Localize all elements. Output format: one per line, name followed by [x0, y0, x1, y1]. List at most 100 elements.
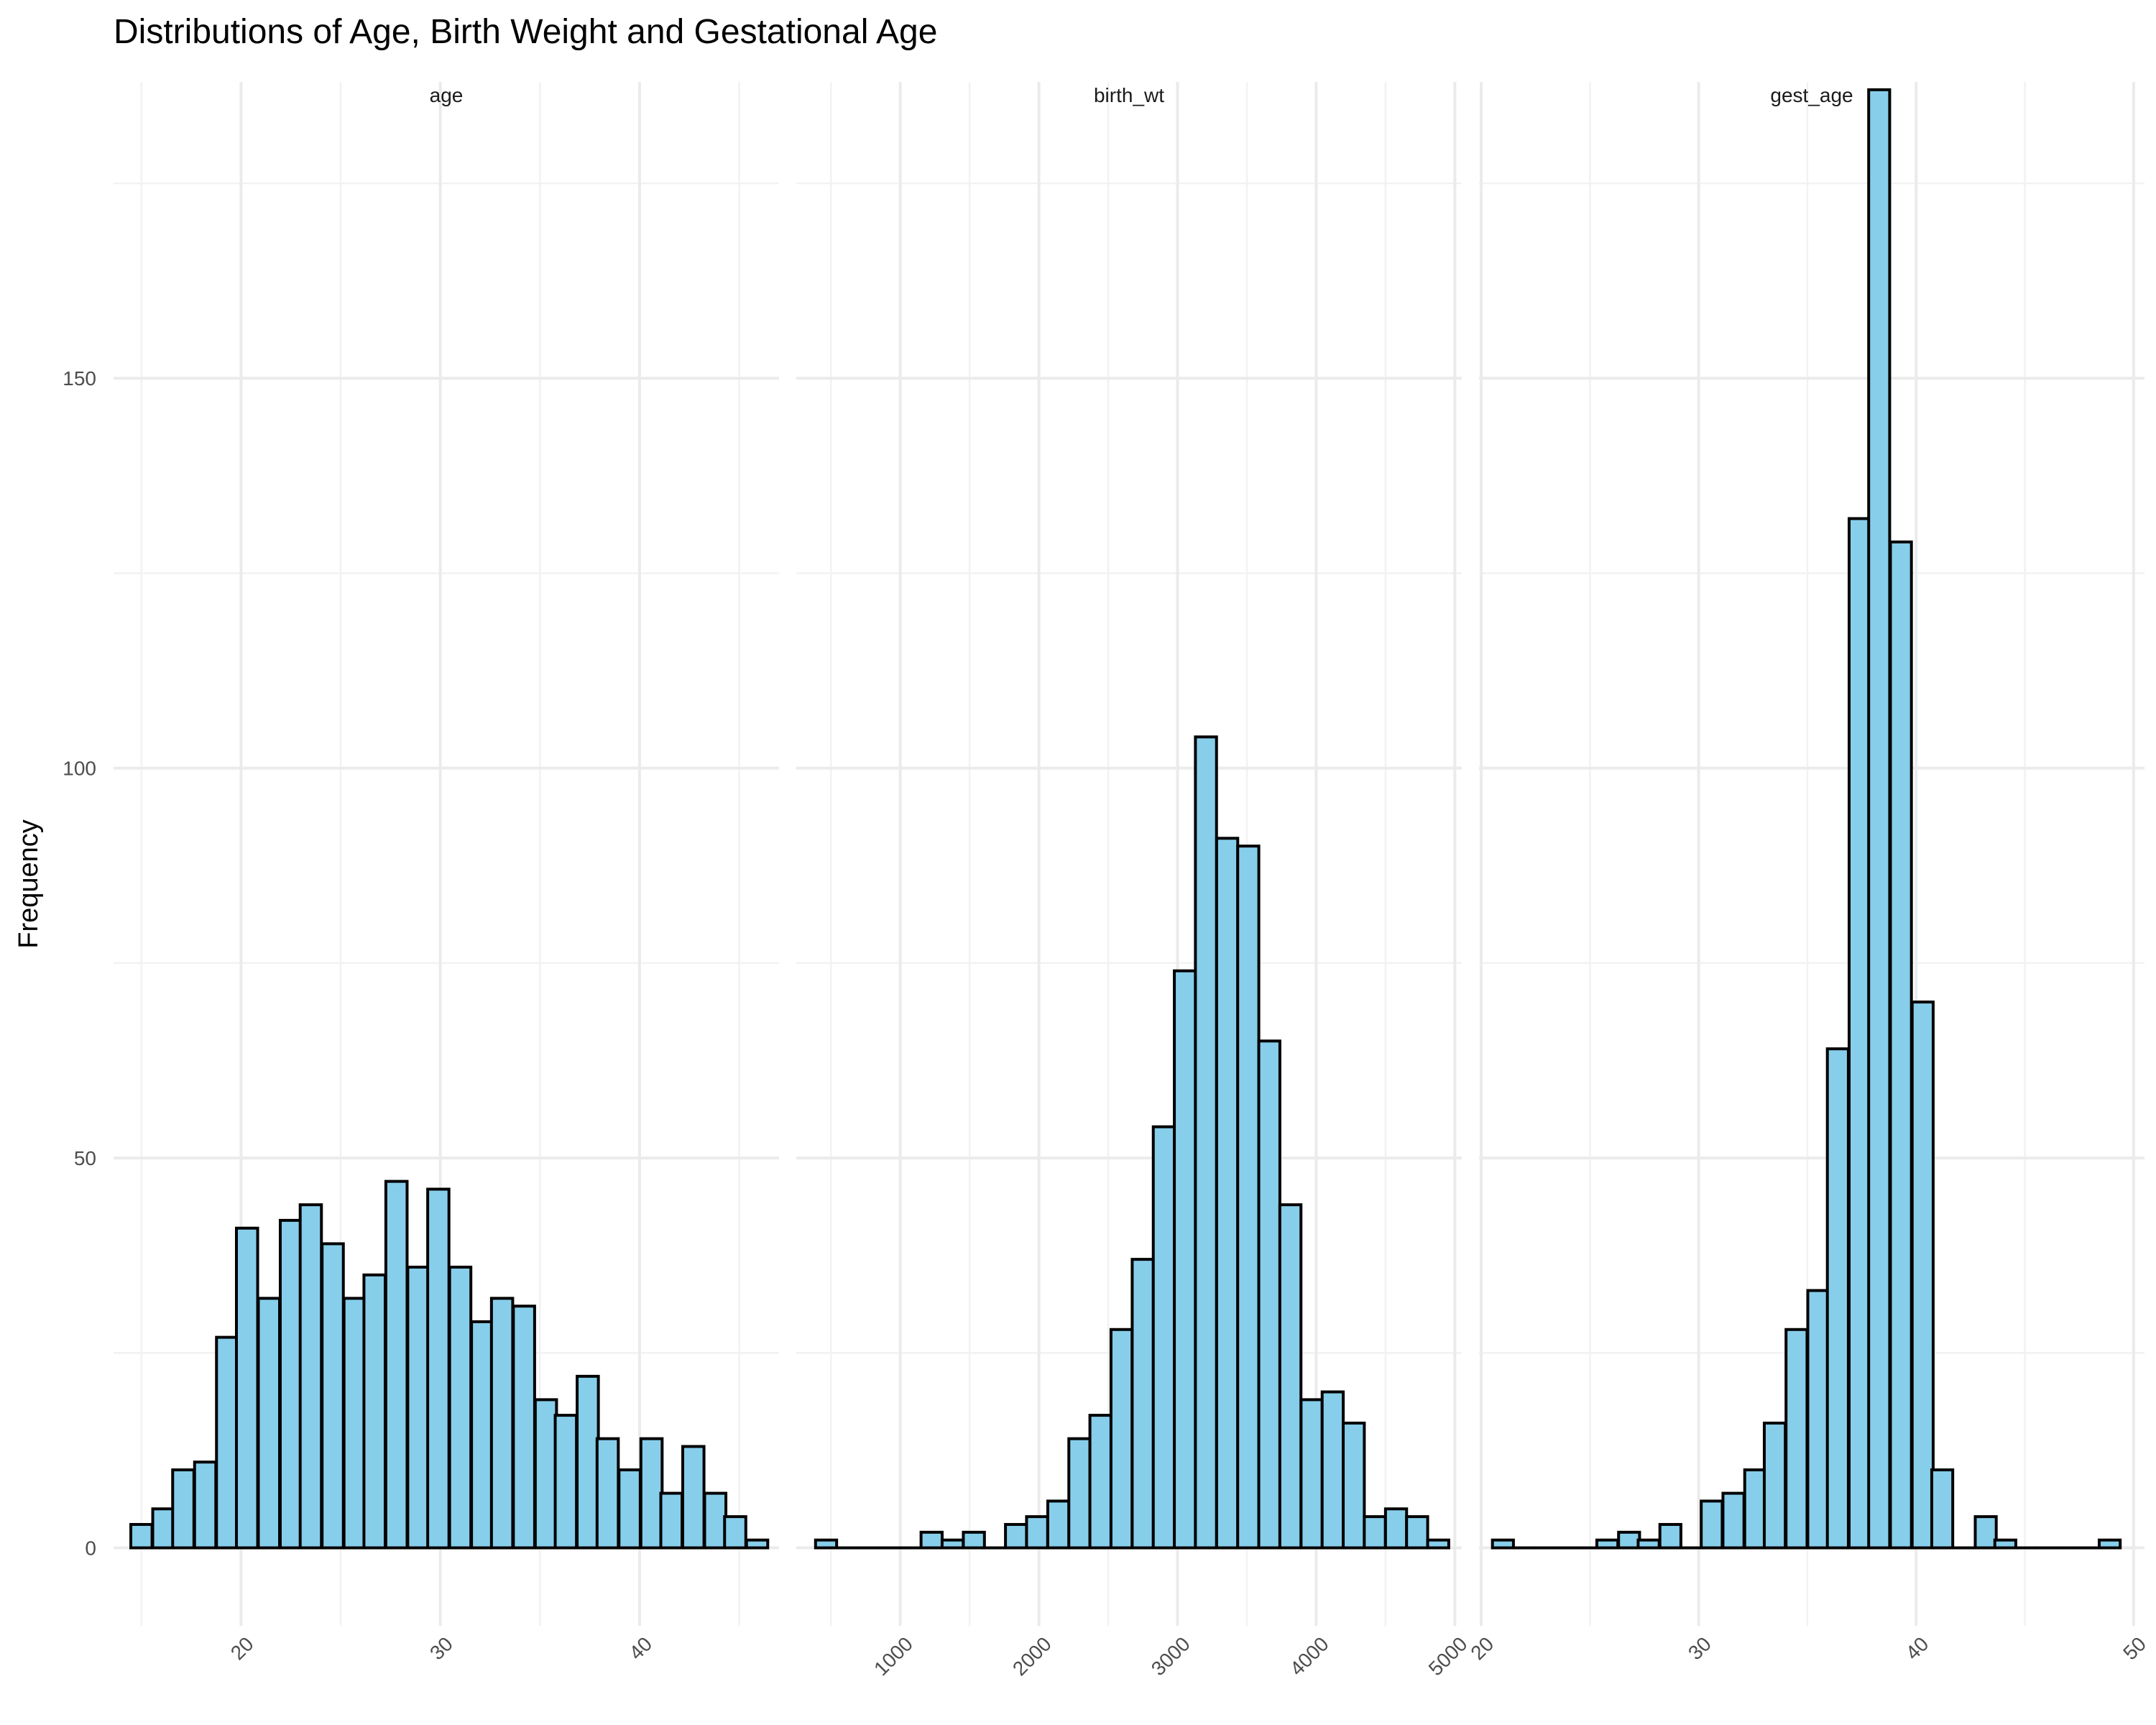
- histogram-bar: [1383, 1507, 1409, 1550]
- histogram-bar: [1130, 1258, 1155, 1550]
- chart-title: Distributions of Age, Birth Weight and G…: [114, 13, 937, 51]
- histogram-bar: [1004, 1522, 1028, 1550]
- histogram-bar: [1743, 1468, 1767, 1550]
- histogram-bar: [1993, 1538, 2017, 1550]
- histogram-bar: [1194, 735, 1218, 1550]
- y-tick-label: 100: [63, 758, 96, 780]
- histogram-bar: [617, 1468, 642, 1550]
- histogram-bar: [1825, 1047, 1850, 1550]
- histogram-bar: [919, 1530, 944, 1550]
- histogram-bar: [1617, 1530, 1641, 1550]
- histogram-bar: [703, 1491, 728, 1550]
- x-tick-label: 30: [425, 1632, 457, 1664]
- histogram-bar: [1236, 845, 1261, 1550]
- x-tick-label: 20: [1466, 1632, 1498, 1664]
- histogram-bar: [1342, 1421, 1366, 1550]
- histogram-bar: [171, 1468, 195, 1550]
- histogram-bar: [659, 1491, 684, 1550]
- histogram-bar: [1426, 1538, 1450, 1550]
- x-tick-label: 50: [2119, 1632, 2150, 1664]
- histogram-bar: [1930, 1468, 1955, 1550]
- histogram-bar: [940, 1538, 965, 1550]
- histogram-bar: [1215, 837, 1240, 1550]
- histogram-bar: [193, 1460, 218, 1550]
- y-tick-label: 150: [63, 367, 96, 390]
- histogram-bar: [1278, 1203, 1303, 1550]
- histogram-bar: [384, 1179, 409, 1550]
- histogram-bar: [1721, 1491, 1746, 1550]
- histogram-bar: [2097, 1538, 2122, 1550]
- facet-panel-gest-age: gest_age 20 30 40 50: [1466, 82, 2150, 1664]
- histogram-bar: [406, 1265, 430, 1550]
- histogram-bar: [962, 1530, 986, 1550]
- x-tick-label: 5000: [1424, 1632, 1472, 1680]
- histogram-bar: [1806, 1289, 1830, 1550]
- histogram-bar: [1088, 1414, 1112, 1550]
- histogram-bar: [1658, 1522, 1682, 1550]
- histogram-bar: [1320, 1390, 1345, 1550]
- facet-panels: age 20 30 40 birth_wt 1000 2000 3000 4000 5000 ges…: [114, 82, 2150, 1680]
- histogram-bar: [298, 1203, 323, 1550]
- histogram-bar: [426, 1187, 451, 1550]
- x-tick-label: 40: [625, 1632, 656, 1664]
- histogram-bar: [1067, 1437, 1092, 1550]
- histogram-bar: [1847, 517, 1872, 1550]
- histogram-bar: [1299, 1398, 1324, 1550]
- facet-panel-age: age 20 30 40: [114, 82, 779, 1664]
- histogram-bar: [553, 1414, 579, 1550]
- histogram-bar: [362, 1273, 387, 1550]
- histogram-bar: [595, 1437, 620, 1550]
- histogram-bar: [1700, 1499, 1724, 1550]
- x-tick-label: 20: [226, 1632, 258, 1664]
- x-tick-label: 3000: [1147, 1632, 1194, 1680]
- y-tick-label: 50: [74, 1147, 96, 1169]
- facet-strip-label: age: [430, 84, 464, 106]
- histogram-bar: [1363, 1515, 1387, 1550]
- histogram-bar: [576, 1374, 600, 1550]
- histogram-bar: [129, 1522, 154, 1550]
- histogram-bar: [1973, 1515, 1998, 1550]
- histogram-bar: [448, 1265, 473, 1550]
- histogram-bar: [1046, 1499, 1071, 1550]
- histogram-bar: [1867, 88, 1892, 1550]
- histogram-bar: [639, 1437, 664, 1550]
- histogram-bar: [512, 1305, 536, 1550]
- x-tick-label: 40: [1902, 1632, 1933, 1664]
- histogram-bar: [1889, 540, 1913, 1550]
- histogram-bar: [1636, 1538, 1661, 1550]
- histogram-bar: [234, 1226, 259, 1550]
- y-axis-label: Frequency: [14, 819, 44, 949]
- histogram-bar: [342, 1297, 367, 1550]
- histogram-bar: [723, 1515, 747, 1550]
- histogram-bar: [151, 1507, 176, 1550]
- histogram-bar: [1173, 969, 1197, 1550]
- histogram-bar: [814, 1538, 839, 1550]
- histogram-bar: [1109, 1328, 1134, 1550]
- x-tick-label: 1000: [870, 1632, 917, 1680]
- histogram-bar: [745, 1538, 770, 1550]
- histogram-bar: [1257, 1039, 1281, 1550]
- histogram-bar: [1595, 1538, 1620, 1550]
- histogram-bar: [321, 1242, 345, 1550]
- histogram-bar: [681, 1445, 706, 1550]
- histogram-bar: [1151, 1125, 1176, 1550]
- histogram-bar: [1405, 1515, 1429, 1550]
- histogram-bar: [1491, 1538, 1515, 1550]
- histogram-bar: [1025, 1515, 1049, 1550]
- histogram-bar: [1762, 1421, 1787, 1550]
- y-axis-ticks: 0 50 100 150: [63, 367, 96, 1559]
- x-tick-label: 2000: [1008, 1632, 1056, 1680]
- facet-strip-label: birth_wt: [1094, 84, 1164, 106]
- histogram-bar: [489, 1297, 515, 1550]
- histogram-bar: [470, 1320, 494, 1550]
- facet-strip-label: gest_age: [1770, 84, 1853, 106]
- facet-panel-birth-wt: birth_wt 1000 2000 3000 4000 5000: [796, 82, 1472, 1680]
- histogram-bar: [1784, 1328, 1809, 1550]
- histogram-bar: [257, 1297, 282, 1550]
- y-tick-label: 0: [85, 1537, 96, 1560]
- x-tick-label: 4000: [1286, 1632, 1333, 1680]
- histogram-bar: [278, 1218, 303, 1550]
- histogram-bar: [1910, 1000, 1935, 1550]
- histogram-bar: [533, 1398, 558, 1550]
